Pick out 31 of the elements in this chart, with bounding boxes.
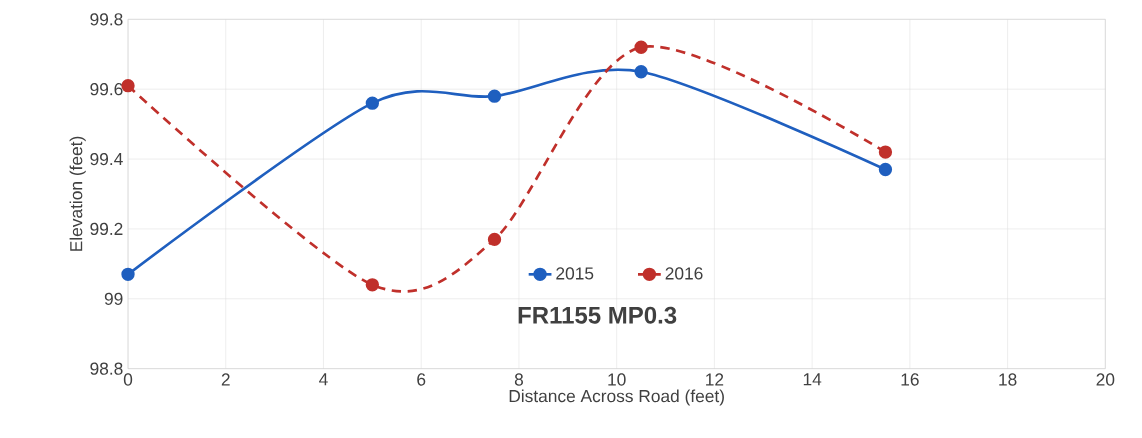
point — [121, 267, 135, 282]
legend-label: 2015 — [556, 267, 594, 280]
x-tick-label: 6 — [417, 373, 426, 386]
point — [634, 40, 648, 54]
x-tick-label: 18 — [999, 373, 1017, 386]
point — [487, 232, 502, 247]
point — [634, 65, 648, 79]
x-tick-label: 4 — [319, 373, 328, 386]
x-tick-label: 20 — [1096, 373, 1115, 386]
y-tick-label: 98.8 — [90, 362, 123, 375]
point — [365, 278, 380, 292]
x-tick-label: 16 — [901, 373, 919, 386]
legend-label: 2016 — [665, 267, 703, 280]
y-tick-label: 99.4 — [90, 152, 123, 166]
y-tick-label: 99.8 — [90, 13, 123, 26]
point — [487, 89, 502, 103]
y-axis-title: Elevation (feet) — [69, 136, 86, 251]
x-tick-label: 2 — [221, 373, 230, 386]
y-tick-label: 99.6 — [90, 83, 123, 96]
x-tick-label: 10 — [608, 373, 626, 386]
y-tick-label: 99.2 — [90, 222, 123, 236]
x-tick-label: 14 — [803, 373, 822, 386]
point — [878, 162, 893, 177]
point — [365, 96, 380, 110]
point — [878, 145, 893, 159]
x-tick-label: 0 — [123, 373, 133, 386]
x-tick-label: 8 — [514, 373, 524, 386]
y-tick-label: 99 — [104, 292, 123, 305]
text: FR1155 MP0.3 — [518, 306, 677, 324]
x-tick-label: 12 — [706, 373, 724, 386]
x-axis-title: Distance Across Road (feet) — [509, 389, 724, 406]
